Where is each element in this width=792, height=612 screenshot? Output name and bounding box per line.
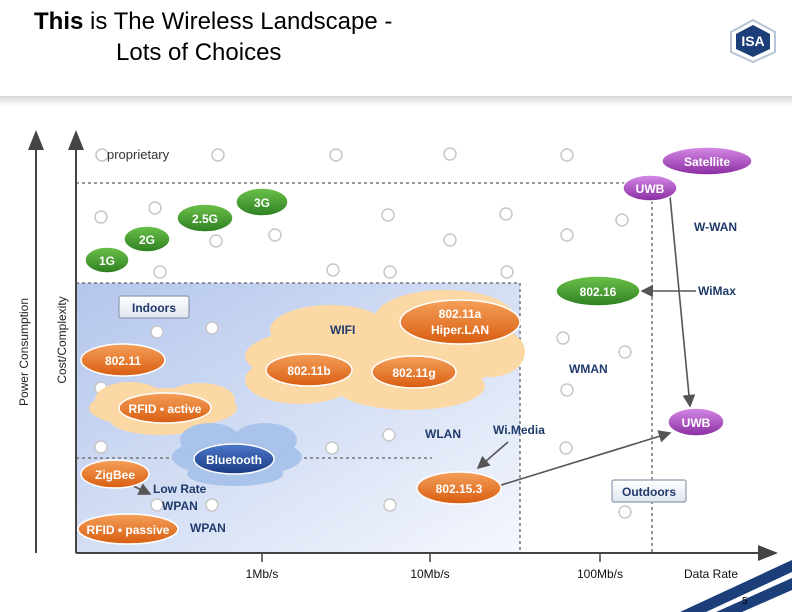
background-dots (94, 147, 632, 519)
label-wman: WMAN (569, 362, 608, 376)
page-number: 5 (742, 596, 748, 607)
svg-text:2.5G: 2.5G (192, 212, 218, 226)
label-w-wan: W-WAN (694, 220, 737, 234)
svg-text:3G: 3G (254, 196, 270, 210)
pill-3g: 3G (235, 187, 289, 217)
pill-bluetooth: Bluetooth (193, 443, 275, 475)
svg-text:ZigBee: ZigBee (95, 468, 135, 482)
outdoors-box: Outdoors (611, 479, 687, 503)
pill-1g: 1G (84, 246, 130, 274)
svg-text:802.11g: 802.11g (392, 366, 435, 380)
pill-2g: 2G (123, 225, 171, 253)
title-bold: This (34, 8, 84, 35)
svg-text:802.11b: 802.11b (287, 364, 330, 378)
label-wimax: WiMax (698, 284, 736, 298)
pill-802-11g: 802.11g (371, 355, 457, 389)
header-rule (0, 96, 792, 106)
pill-uwb-top: UWB (622, 174, 678, 202)
pill-802-11a-hiperlan: 802.11a Hiper.LAN (399, 299, 521, 345)
logo-text: ISA (741, 33, 764, 49)
label-wimedia: Wi.Media (493, 423, 545, 437)
pill-802-16: 802.16 (555, 275, 641, 307)
pill-802-11: 802.11 (80, 343, 166, 377)
corner-stripes (680, 560, 792, 612)
title-rest: is The Wireless Landscape - (83, 8, 393, 35)
pill-uwb-bottom: UWB (667, 407, 725, 437)
x-tick-100mbs: 100Mb/s (577, 567, 623, 581)
title-line2: Lots of Choices (116, 39, 282, 66)
svg-text:UWB: UWB (682, 416, 711, 430)
slide-title: This is The Wireless Landscape - Lots of… (34, 6, 392, 68)
isa-logo: ISA (730, 18, 776, 64)
label-wifi: WIFI (330, 323, 355, 337)
pill-zigbee: ZigBee (80, 459, 150, 489)
svg-text:UWB: UWB (636, 182, 665, 196)
x-tick-1mbs: 1Mb/s (246, 567, 279, 581)
label-low-rate: Low Rate (153, 482, 207, 496)
svg-text:802.11: 802.11 (105, 354, 141, 368)
x-axis-title: Data Rate (684, 567, 738, 581)
x-tick-10mbs: 10Mb/s (410, 567, 449, 581)
svg-text:Hiper.LAN: Hiper.LAN (431, 323, 489, 337)
label-wlan: WLAN (425, 427, 461, 441)
indoors-box: Indoors (118, 295, 190, 319)
x-ticks (261, 553, 601, 562)
pill-rfid-active: RFID • active (118, 392, 212, 424)
svg-text:802.11a: 802.11a (439, 307, 482, 321)
pill-802-11b: 802.11b (265, 353, 353, 387)
svg-text:Satellite: Satellite (684, 155, 730, 169)
outdoors-label: Outdoors (622, 485, 676, 499)
outer-y-axis-title: Power Consumption (17, 298, 31, 406)
inner-y-axis-title: Cost/Complexity (55, 296, 69, 383)
label-wpan: WPAN (190, 521, 226, 535)
pill-2-5g: 2.5G (176, 203, 234, 233)
svg-text:Bluetooth: Bluetooth (206, 453, 262, 467)
svg-text:RFID • passive: RFID • passive (87, 523, 170, 537)
indoors-label: Indoors (132, 301, 176, 315)
svg-text:1G: 1G (99, 254, 115, 268)
svg-text:802.16: 802.16 (580, 285, 617, 299)
pill-rfid-passive: RFID • passive (77, 513, 179, 545)
svg-text:802.15.3: 802.15.3 (436, 482, 483, 496)
svg-text:2G: 2G (139, 233, 155, 247)
label-low-rate-wpan: WPAN (162, 499, 198, 513)
pill-802-15-3: 802.15.3 (416, 471, 502, 505)
pill-satellite: Satellite (661, 146, 753, 176)
svg-text:RFID • active: RFID • active (129, 402, 202, 416)
label-proprietary: proprietary (107, 147, 170, 162)
